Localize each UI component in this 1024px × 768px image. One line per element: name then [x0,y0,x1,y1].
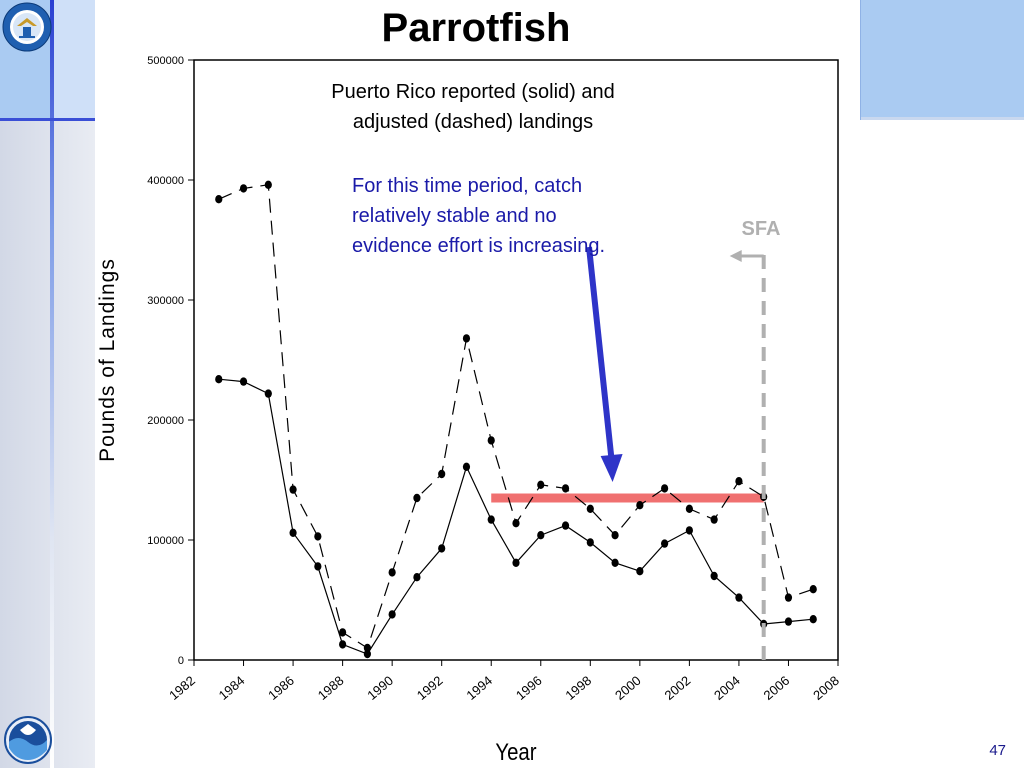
x-axis-ticks: 1982 1984 1986 1988 1990 1992 1994 1996 1998 2000… [166,660,842,703]
solid-series-point [611,558,619,567]
x-tick-label: 1988 [315,673,347,703]
sfa-label: SFA [742,218,781,240]
solid-series-point [561,521,570,530]
header-left-light [52,0,95,120]
x-tick-label: 2000 [612,673,644,703]
dashed-series-point [462,334,471,343]
solid-series-point [710,571,718,581]
dashed-series-point [215,195,223,204]
noaa-logo-icon [4,716,52,764]
annotation-layer [586,246,766,660]
x-tick-label: 1998 [562,673,594,703]
x-tick-label: 2004 [711,673,743,703]
note-text-line2: relatively stable and no [352,205,557,227]
x-tick-label: 2008 [810,673,842,703]
dashed-series-point [710,515,718,524]
header-right-separator [860,0,861,120]
y-axis-label: Pounds of Landings [96,258,119,462]
solid-series-point [239,377,248,386]
x-tick-label: 1982 [166,673,198,703]
x-tick-label: 1992 [414,673,446,703]
solid-series-point [289,528,297,537]
solid-series-point [586,538,594,547]
dashed-series-point [685,504,693,513]
y-axis-ticks: 0 100000 200000 300000 400000 500000 [147,55,194,667]
dashed-series-point [264,180,272,189]
x-tick-label: 1994 [463,673,495,703]
dashed-series-point [438,469,446,479]
solid-series-point [661,539,669,548]
commerce-seal-icon [2,2,52,52]
solid-series-point [487,515,495,524]
x-tick-label: 2006 [761,673,793,703]
solid-series-point [438,544,446,553]
header-right-underline [860,117,1024,120]
x-tick-label: 1984 [216,673,248,703]
y-tick-label: 0 [178,655,184,667]
dashed-series-point [289,485,297,494]
x-tick-label: 1986 [265,673,297,703]
y-tick-label: 200000 [147,415,184,427]
dashed-series-point [735,477,743,486]
note-text-line3: evidence effort is increasing. [352,235,605,257]
note-text-line1: For this time period, catch [352,175,582,197]
solid-series-line [218,378,814,655]
dashed-series-point [487,436,495,445]
x-axis-label: Year [495,738,537,765]
left-accent-stripe [50,0,54,768]
dashed-series-point [537,480,545,489]
sfa-arrow-head [729,250,742,262]
y-tick-label: 100000 [147,535,184,547]
dashed-series-point [636,501,644,510]
legend-text-line1: Puerto Rico reported (solid) and [331,81,614,103]
dashed-series-point [809,585,817,594]
solid-series-point [685,526,693,535]
header-left-underline [0,118,95,121]
dashed-series-point [586,504,594,513]
solid-series-point [809,615,817,624]
dashed-series-point [388,568,396,577]
plot-area-frame [193,59,839,661]
dashed-series-point [239,184,248,193]
y-tick-label: 500000 [147,55,184,67]
left-side-band [0,120,95,768]
dashed-series-point [784,593,793,602]
dashed-series-point [314,532,322,541]
solid-series-point [388,610,396,619]
solid-series-point [363,649,371,659]
dashed-series-point [413,493,421,503]
dashed-series-point [363,643,371,653]
dashed-series-point [339,628,347,637]
y-tick-label: 300000 [147,295,184,307]
solid-series-point [512,558,520,567]
note-arrow-head [600,454,623,482]
dashed-series-point [561,484,570,493]
solid-series-point [784,617,793,626]
dashed-series-point [661,484,669,493]
solid-series-point [462,462,471,471]
solid-series-point [215,375,223,384]
solid-series-point [735,593,743,602]
note-arrow-shaft [586,246,615,461]
page-number: 47 [989,742,1006,759]
x-tick-label: 1996 [513,673,545,703]
x-tick-label: 1990 [364,673,396,703]
solid-series-point [636,567,644,576]
dashed-series-point [611,531,619,540]
dashed-series-point [512,519,520,528]
solid-series-point [264,389,272,398]
slide-title: Parrotfish [381,6,571,50]
solid-series-point [314,562,322,571]
legend-text-line2: adjusted (dashed) landings [353,111,593,133]
solid-series-point [339,640,347,649]
x-tick-label: 2002 [662,673,694,703]
y-tick-label: 400000 [147,175,184,187]
solid-series-point [537,531,545,540]
solid-series-point [413,573,421,582]
series-layer [215,180,817,659]
